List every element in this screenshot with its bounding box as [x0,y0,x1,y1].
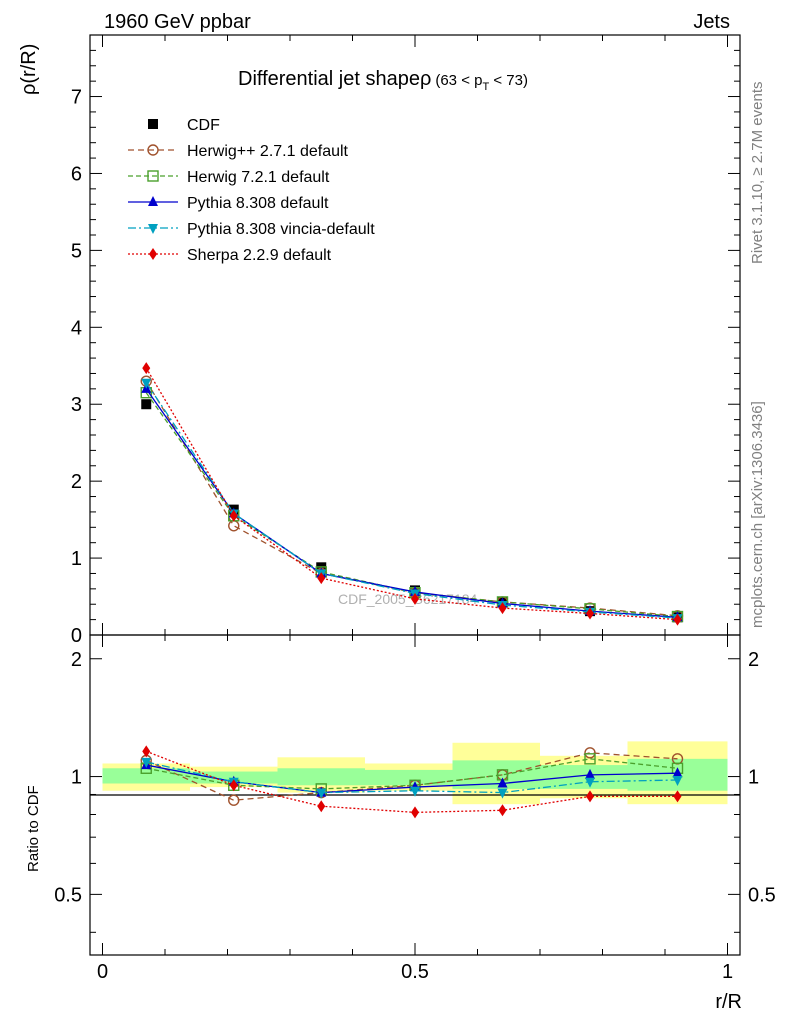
uncertainty-band-inner [365,769,453,786]
ratio-point [316,788,327,799]
ratio-y-tick-label: 0.5 [54,884,82,906]
ratio-y-tick-label-right: 1 [748,767,759,789]
ratio-y-tick-label-right: 2 [748,649,759,671]
legend-marker [147,170,159,182]
data-point [411,592,419,605]
legend-marker [148,119,158,129]
y-tick-label: 7 [71,87,82,109]
data-point [586,607,594,620]
series-line [145,392,678,618]
y-tick-label: 1 [71,548,82,570]
y-tick-label: 2 [71,471,82,493]
data-point [141,399,152,410]
ratio-point [585,777,595,788]
y-tick-label: 5 [71,240,82,262]
ratio-point [584,747,596,759]
ratio-series [140,745,684,819]
title-range: (63 < p [435,72,482,89]
uncertainty-band-inner [102,768,190,784]
series-line [145,380,678,617]
ratio-y-tick-label: 2 [71,649,82,671]
y-tick-label: 6 [71,163,82,185]
energy-label: 1960 GeV ppbar [104,11,251,33]
x-tick-label: 0.5 [401,961,429,983]
y-tick-label: 3 [71,394,82,416]
ratio-point [410,786,420,797]
title-range-index: T [482,81,489,93]
legend-label: CDF [187,117,220,134]
legend-label: Pythia 8.308 default [187,195,329,212]
ratio-point [586,790,594,803]
legend-marker [148,224,158,234]
ratio-y-tick-label-right: 0.5 [748,884,776,906]
y-tick-label: 0 [71,625,82,647]
ratio-point [317,800,326,813]
x-tick-label: 1 [722,961,733,983]
mcplots-label: mcplots.cern.ch [arXiv:1306.3436] [749,401,766,628]
uncertainty-band-inner [277,768,365,786]
series-line [145,367,678,621]
legend-marker [149,248,157,260]
ratio-panel: Ratio to CDF 0.5 0.5 1 1 2 2 0 0.5 1 r/R [25,634,776,1013]
data-point [141,378,152,389]
ratio-point [497,777,508,788]
ratio-point [498,804,507,817]
data-point [229,509,238,522]
legend: CDF Herwig++ 2.7.1 default Herwig 7.2.1 de… [128,117,375,264]
ratio-point [673,790,682,803]
ratio-axis-ticks: 0.5 0.5 1 1 2 2 0 0.5 1 [54,635,776,983]
ratio-point [584,753,596,765]
legend-label: Herwig++ 2.7.1 default [187,143,349,160]
ratio-point [672,767,683,778]
uncertainty-band-inner [540,765,628,789]
ratio-y-tick-label: 1 [71,767,82,789]
title-range-end: < 73) [489,72,528,89]
ratio-point [585,768,595,779]
y-tick-label: 4 [71,317,82,339]
rivet-label: Rivet 3.1.10, ≥ 2.7M events [749,82,766,265]
legend-marker [147,144,159,156]
ratio-point [497,788,508,799]
x-tick-label: 0 [97,961,108,983]
main-axis-ticks: 0 1 2 3 4 5 6 7 [71,35,740,647]
ratio-point [228,794,240,806]
ratio-point [142,745,151,758]
legend-label: Pythia 8.308 vincia-default [187,221,375,238]
ratio-y-axis-label: Ratio to CDF [25,785,42,872]
data-point [228,520,240,532]
x-axis-label: r/R [715,991,742,1013]
data-point [673,613,682,626]
chart-title: Differential jet shapeρ (63 < pT < 73) [238,68,528,93]
main-panel: CDF_2005_S6217184 Differential jet shape… [18,34,741,647]
legend-marker [148,196,158,206]
series-line [145,382,678,619]
ratio-point [229,779,238,792]
legend-label: Sherpa 2.2.9 default [187,247,332,264]
ratio-point [141,757,152,768]
title-main: Differential jet shapeρ [238,68,431,90]
ratio-point [672,775,683,786]
ratio-point [411,806,419,819]
legend-label: Herwig 7.2.1 default [187,169,330,186]
main-series [140,362,684,626]
data-point [317,572,326,585]
data-point [142,362,151,375]
data-point [498,602,507,615]
y-axis-label: ρ(r/R) [18,44,40,95]
process-label: Jets [693,11,730,33]
